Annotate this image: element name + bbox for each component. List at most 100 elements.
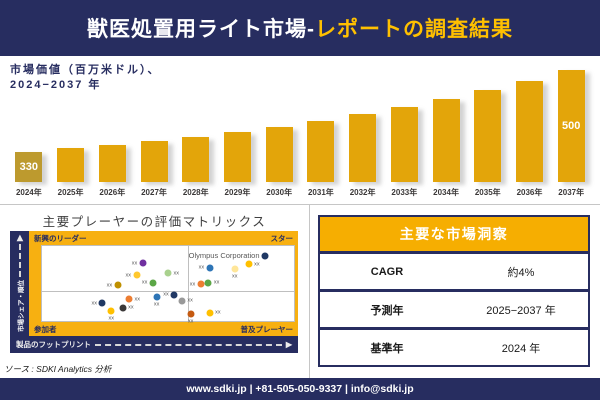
matrix-point-label: xx bbox=[131, 260, 138, 267]
bar-chart-section: 市場価値（百万米ドル）、 2024−2037 年 330 500 2024年 202… bbox=[0, 56, 600, 205]
quadrant-label-emerging-leaders: 新興のリーダー bbox=[34, 233, 87, 243]
matrix-point: xx bbox=[187, 310, 195, 325]
bar-2036年 bbox=[515, 81, 543, 182]
matrix-point-label: xx bbox=[128, 304, 134, 311]
matrix-title: 主要プレーヤーの評価マトリックス bbox=[42, 215, 267, 229]
matrix-point-label: xx bbox=[108, 315, 115, 321]
bar-chart-x-axis: 2024年 2025年 2026年 2027年 2028年 2029年 2030年 2031年… bbox=[8, 187, 592, 198]
x-tick-label: 2031年 bbox=[307, 188, 334, 197]
matrix-point-label: xx bbox=[125, 272, 132, 279]
matrix-point: xx bbox=[119, 304, 134, 311]
matrix-point: xx bbox=[107, 307, 115, 321]
bar-column bbox=[300, 70, 342, 182]
bar-column: 330 bbox=[8, 70, 50, 182]
x-tick-label: 2036年 bbox=[516, 188, 543, 197]
insights-table-title: 主要な市場洞察 bbox=[320, 217, 588, 251]
matrix-point: xx bbox=[125, 295, 140, 303]
matrix-point: xx bbox=[153, 293, 161, 308]
bar-column bbox=[175, 70, 217, 182]
quadrant-vertical-divider bbox=[188, 246, 190, 321]
bar-2029年 bbox=[223, 132, 251, 182]
matrix-point: xx bbox=[91, 299, 106, 307]
x-tick-label: 2027年 bbox=[141, 188, 167, 197]
page-title: 獣医処置用ライト市場-レポートの調査結果 bbox=[87, 13, 513, 43]
matrix-point: xx bbox=[204, 279, 219, 287]
x-tick-label: 2026年 bbox=[99, 188, 126, 197]
page-title-market: 獣医処置用ライト市場- bbox=[87, 18, 315, 41]
matrix-panel: 主要プレーヤーの評価マトリックス 市場シェア・順位 ▶ 新興のリーダー スター bbox=[0, 205, 310, 378]
insight-label: CAGR bbox=[370, 265, 404, 278]
matrix-point: xx bbox=[199, 264, 214, 272]
matrix-point: Olympus Corporation bbox=[189, 251, 269, 260]
bar-column bbox=[133, 70, 175, 182]
quadrant-horizontal-divider bbox=[42, 291, 294, 292]
quadrant-label-stars: スター bbox=[270, 233, 294, 243]
x-tick-label: 2037年 bbox=[558, 188, 585, 197]
x-tick-label: 2024年 bbox=[15, 188, 42, 197]
bar-2034年 bbox=[432, 99, 460, 182]
bar-2024年: 330 bbox=[15, 152, 43, 182]
matrix-top-labels: 新興のリーダー スター bbox=[32, 231, 295, 245]
x-tick-label: 2030年 bbox=[266, 188, 293, 197]
bar-2026年 bbox=[98, 145, 126, 182]
matrix-point: xx bbox=[190, 280, 205, 288]
arrow-up-icon: ▶ bbox=[14, 235, 24, 242]
insight-row: 基準年 2024 年 bbox=[320, 327, 588, 365]
bar-2027年 bbox=[140, 141, 168, 182]
bar-2032年 bbox=[349, 114, 377, 182]
arrow-right-icon: ▶ bbox=[285, 339, 292, 349]
matrix-y-axis: 市場シェア・順位 ▶ bbox=[10, 231, 29, 336]
matrix-point-label: xx bbox=[198, 264, 205, 271]
bar-value-label: 500 bbox=[562, 120, 581, 132]
matrix-x-axis: 製品のフットプリント ▶ bbox=[10, 336, 298, 353]
chart-axis-title-line2: 2024−2037 年 bbox=[10, 79, 102, 92]
bar-2037年: 500 bbox=[557, 70, 585, 182]
matrix-point: xx bbox=[126, 271, 140, 279]
matrix-point: xx bbox=[163, 291, 178, 299]
competitive-matrix: 市場シェア・順位 ▶ 新興のリーダー スター xx xx xx xx xx xx xx xx x… bbox=[10, 231, 298, 353]
matrix-point-label: xx bbox=[91, 300, 97, 306]
bar-column bbox=[91, 70, 133, 182]
bar-value-label: 330 bbox=[19, 161, 39, 173]
bar-column bbox=[217, 70, 259, 182]
bar-2035年 bbox=[474, 90, 502, 182]
matrix-point-label: xx bbox=[232, 273, 238, 280]
matrix-point-label: xx bbox=[215, 309, 221, 316]
insight-value: 約4% bbox=[507, 266, 535, 279]
matrix-y-axis-inner: 市場シェア・順位 ▶ bbox=[10, 231, 29, 336]
matrix-point: xx bbox=[142, 279, 157, 287]
page-header: 獣医処置用ライト市場-レポートの調査結果 bbox=[0, 0, 600, 56]
bar-2033年 bbox=[390, 107, 418, 182]
matrix-x-axis-label: 製品のフットプリント bbox=[16, 340, 91, 349]
bar-column: 500 bbox=[550, 70, 592, 182]
bar-column bbox=[258, 70, 300, 182]
matrix-point: xx bbox=[178, 297, 193, 305]
matrix-point-label: xx bbox=[187, 297, 193, 304]
insight-row: CAGR 約4% bbox=[320, 251, 588, 289]
bar-2030年 bbox=[265, 127, 293, 182]
matrix-point: xx bbox=[107, 281, 122, 289]
bar-column bbox=[50, 70, 92, 182]
quadrant-label-pervasive-players: 普及プレーヤー bbox=[240, 324, 294, 334]
insight-value: 2024 年 bbox=[501, 342, 541, 355]
matrix-point-label: xx bbox=[173, 270, 180, 276]
insight-label: 基準年 bbox=[370, 342, 404, 355]
chart-axis-title-line1: 市場価値（百万米ドル）、 bbox=[10, 64, 161, 76]
insight-label: 予測年 bbox=[370, 304, 404, 317]
quadrant-label-participants: 参加者 bbox=[34, 324, 57, 334]
matrix-point: xx bbox=[132, 259, 147, 267]
x-tick-label: 2032年 bbox=[349, 188, 376, 197]
matrix-point-label: xx bbox=[213, 279, 220, 286]
x-tick-label: 2034年 bbox=[433, 188, 459, 197]
matrix-bottom-labels: 参加者 普及プレーヤー bbox=[32, 322, 295, 336]
bottom-section: 主要プレーヤーの評価マトリックス 市場シェア・順位 ▶ 新興のリーダー スター bbox=[0, 205, 600, 378]
bar-2028年 bbox=[182, 137, 210, 182]
matrix-plot-area: xx xx xx xx xx xx xx xx xx Olympus Corporation xx x… bbox=[41, 245, 295, 325]
y-axis-dashed-line bbox=[18, 244, 21, 277]
insights-table: 主要な市場洞察 CAGR 約4% 予測年 2025−2037 年基準年 2024 年 bbox=[318, 215, 590, 367]
insight-row: 予測年 2025−2037 年 bbox=[320, 289, 588, 327]
x-tick-label: 2035年 bbox=[474, 188, 501, 197]
bar-column bbox=[425, 70, 467, 182]
x-tick-label: 2029年 bbox=[224, 188, 251, 197]
